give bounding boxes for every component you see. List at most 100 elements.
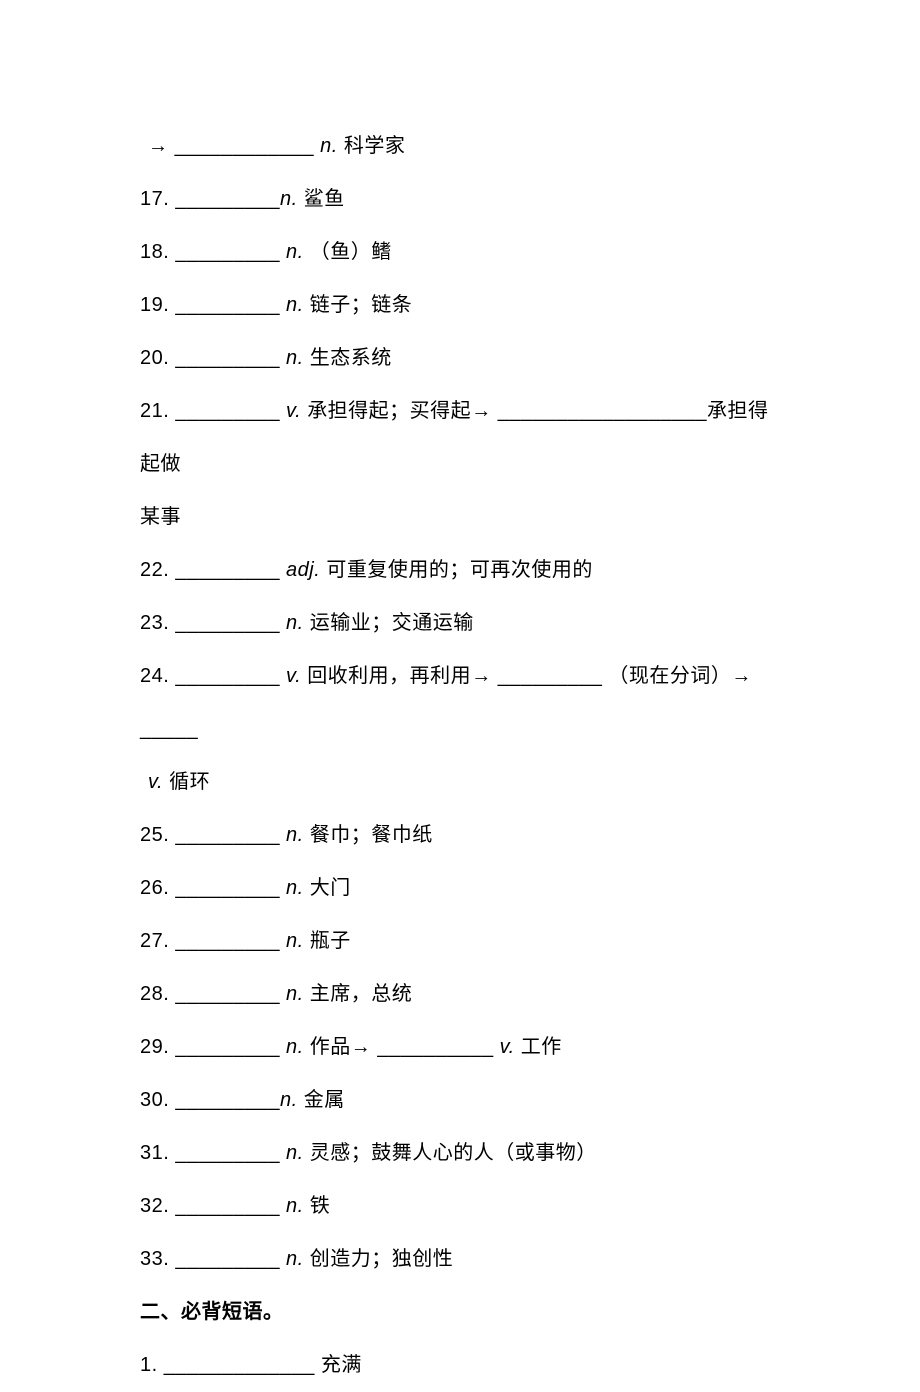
- blank-field: _________: [175, 877, 280, 899]
- definition: （鱼）鳍: [310, 241, 392, 263]
- vocab-item-27: 27. _________ n. 瓶子: [140, 915, 780, 968]
- part-of-speech: n.: [286, 983, 304, 1005]
- definition-continuation: 某事: [140, 506, 181, 528]
- blank-field: _________: [175, 1248, 280, 1270]
- vocab-item-33: 33. _________ n. 创造力；独创性: [140, 1233, 780, 1286]
- section-heading-2: 二、必背短语。: [140, 1286, 780, 1339]
- blank-field: _________: [175, 241, 280, 263]
- blank-field: _________: [175, 1195, 280, 1217]
- blank-field: _________: [498, 665, 603, 687]
- vocab-item-19: 19. _________ n. 链子；链条: [140, 279, 780, 332]
- item-number: 30.: [140, 1089, 169, 1111]
- blank-field: _________: [175, 1142, 280, 1164]
- arrow-icon: →: [351, 1036, 372, 1058]
- definition: 瓶子: [310, 930, 351, 952]
- blank-field: __________: [377, 1036, 493, 1058]
- part-of-speech: n.: [286, 877, 304, 899]
- vocab-item-continuation: → ____________ n. 科学家: [140, 120, 780, 173]
- arrow-icon: →: [471, 400, 492, 422]
- section-title: 二、必背短语。: [140, 1301, 284, 1323]
- part-of-speech: n.: [286, 930, 304, 952]
- definition: 铁: [310, 1195, 331, 1217]
- item-number: 31.: [140, 1142, 169, 1164]
- part-of-speech: n.: [286, 612, 304, 634]
- blank-field: _____: [140, 718, 198, 740]
- definition: 创造力；独创性: [310, 1248, 454, 1270]
- item-number: 25.: [140, 824, 169, 846]
- item-number: 19.: [140, 294, 169, 316]
- blank-field: _____________: [164, 1354, 315, 1376]
- arrow-icon: →: [148, 135, 169, 157]
- definition: （现在分词）: [608, 665, 731, 687]
- definition: 运输业；交通运输: [310, 612, 474, 634]
- blank-field: _________: [175, 824, 280, 846]
- vocab-item-21: 21. _________ v. 承担得起；买得起→ _____________…: [140, 385, 780, 491]
- blank-field: _________: [175, 930, 280, 952]
- definition: 充满: [321, 1354, 362, 1376]
- part-of-speech: v.: [500, 1036, 515, 1058]
- item-number: 17.: [140, 188, 169, 210]
- blank-field: __________________: [498, 400, 707, 422]
- vocab-item-31: 31. _________ n. 灵感；鼓舞人心的人（或事物）: [140, 1127, 780, 1180]
- arrow-icon: →: [471, 665, 492, 687]
- blank-field: _________: [175, 983, 280, 1005]
- definition: 承担得起；买得起: [307, 400, 471, 422]
- arrow-icon: →: [731, 665, 752, 687]
- item-number: 26.: [140, 877, 169, 899]
- item-number: 21.: [140, 400, 169, 422]
- item-number: 18.: [140, 241, 169, 263]
- item-number: 23.: [140, 612, 169, 634]
- definition: 灵感；鼓舞人心的人（或事物）: [310, 1142, 597, 1164]
- definition: 鲨鱼: [304, 188, 345, 210]
- item-number: 29.: [140, 1036, 169, 1058]
- vocab-item-17: 17. _________n. 鲨鱼: [140, 173, 780, 226]
- blank-field: _________: [175, 665, 280, 687]
- part-of-speech: v.: [286, 400, 301, 422]
- vocab-item-26: 26. _________ n. 大门: [140, 862, 780, 915]
- definition: 链子；链条: [310, 294, 413, 316]
- item-number: 28.: [140, 983, 169, 1005]
- part-of-speech: n.: [286, 294, 304, 316]
- blank-field: _________: [175, 294, 280, 316]
- blank-field: _________: [175, 559, 280, 581]
- part-of-speech: n.: [286, 1248, 304, 1270]
- vocab-item-21-continuation: 某事: [140, 491, 780, 544]
- item-number: 33.: [140, 1248, 169, 1270]
- definition: 主席，总统: [310, 983, 413, 1005]
- item-number: 32.: [140, 1195, 169, 1217]
- part-of-speech: n.: [286, 1036, 304, 1058]
- definition: 工作: [521, 1036, 562, 1058]
- definition: 回收利用，再利用: [307, 665, 471, 687]
- vocab-item-23: 23. _________ n. 运输业；交通运输: [140, 597, 780, 650]
- part-of-speech: n.: [280, 1089, 298, 1111]
- part-of-speech: n.: [286, 1195, 304, 1217]
- vocab-item-28: 28. _________ n. 主席，总统: [140, 968, 780, 1021]
- definition: 作品: [310, 1036, 351, 1058]
- definition: 生态系统: [310, 347, 392, 369]
- blank-field: _________: [175, 347, 280, 369]
- blank-field: _________: [175, 400, 280, 422]
- phrase-item-1: 1. _____________ 充满: [140, 1339, 780, 1392]
- vocab-item-24-continuation: v. 循环: [140, 756, 780, 809]
- definition: 科学家: [344, 135, 406, 157]
- part-of-speech: n.: [286, 824, 304, 846]
- part-of-speech: n.: [286, 347, 304, 369]
- vocab-item-25: 25. _________ n. 餐巾；餐巾纸: [140, 809, 780, 862]
- blank-field: _________: [175, 1036, 280, 1058]
- blank-field: ____________: [175, 135, 314, 157]
- blank-field: _________: [175, 1089, 280, 1111]
- blank-field: _________: [175, 188, 280, 210]
- part-of-speech: n.: [286, 241, 304, 263]
- definition: 可重复使用的；可再次使用的: [326, 559, 593, 581]
- part-of-speech: v.: [148, 771, 163, 793]
- definition: 大门: [310, 877, 351, 899]
- definition: 金属: [304, 1089, 345, 1111]
- part-of-speech: n.: [320, 135, 338, 157]
- vocab-item-20: 20. _________ n. 生态系统: [140, 332, 780, 385]
- blank-field: _________: [175, 612, 280, 634]
- item-number: 24.: [140, 665, 169, 687]
- part-of-speech: n.: [280, 188, 298, 210]
- definition: 餐巾；餐巾纸: [310, 824, 433, 846]
- vocab-item-24: 24. _________ v. 回收利用，再利用→ _________ （现在…: [140, 650, 780, 756]
- item-number: 1.: [140, 1354, 158, 1376]
